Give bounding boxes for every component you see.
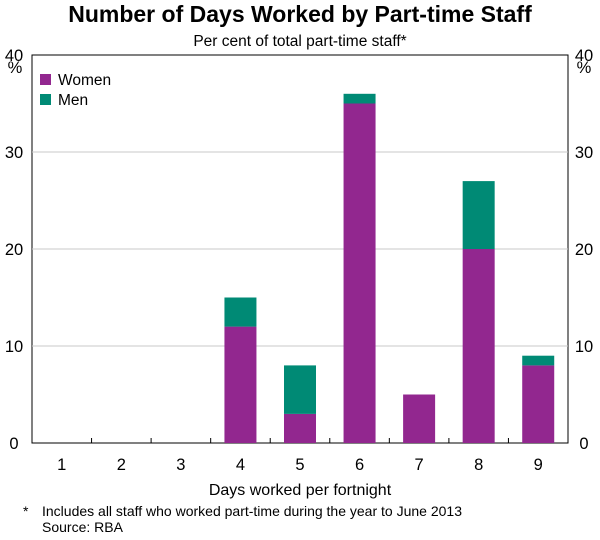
bar-men-8: [462, 181, 495, 249]
y-unit-left: %: [8, 59, 23, 77]
y-tick-label-right: 20: [575, 241, 593, 259]
y-tick-label-left: 0: [9, 435, 18, 453]
x-tick-label: 7: [415, 456, 424, 474]
bar-women-9: [522, 365, 555, 443]
bar-men-9: [522, 355, 555, 366]
y-tick-label-right: 0: [579, 435, 588, 453]
bar-women-4: [224, 326, 257, 443]
x-tick-label: 5: [295, 456, 304, 474]
bar-men-6: [343, 93, 376, 104]
footnote-marker: *: [23, 503, 29, 519]
y-axis-right: 0 10 20 30 40: [575, 47, 593, 453]
bar-women-7: [403, 394, 436, 443]
y-tick-label-left: 40: [5, 47, 23, 65]
x-axis-label: Days worked per fortnight: [209, 482, 392, 499]
bar-women-6: [343, 103, 376, 443]
x-tick-label: 3: [176, 456, 185, 474]
chart-subtitle: Per cent of total part-time staff*: [193, 33, 406, 50]
legend-swatch-women: [40, 74, 51, 85]
chart-title: Number of Days Worked by Part-time Staff: [68, 1, 532, 27]
y-tick-label-right: 10: [575, 338, 593, 356]
bar-men-4: [224, 297, 257, 327]
x-tick-label: 4: [236, 456, 245, 474]
source-note: Source: RBA: [42, 519, 124, 535]
legend-swatch-men: [40, 94, 51, 105]
legend: Women Men: [40, 72, 111, 109]
bars: [224, 93, 555, 443]
x-tick-label: 9: [534, 456, 543, 474]
x-tick-label: 8: [474, 456, 483, 474]
y-tick-label-right: 40: [575, 47, 593, 65]
legend-label-men: Men: [58, 92, 88, 109]
y-unit-right: %: [577, 59, 592, 77]
x-axis: 1 2 3 4 5 6 7 8 9: [57, 438, 543, 474]
y-tick-label-right: 30: [575, 144, 593, 162]
y-tick-label-left: 30: [5, 144, 23, 162]
y-tick-label-left: 10: [5, 338, 23, 356]
bar-women-5: [284, 413, 316, 443]
y-axis-left: 0 10 20 30 40: [5, 47, 23, 453]
legend-label-women: Women: [58, 72, 111, 89]
x-tick-label: 2: [117, 456, 126, 474]
y-tick-label-left: 20: [5, 241, 23, 259]
x-tick-label: 1: [57, 456, 66, 474]
bar-men-5: [284, 365, 316, 414]
footnote: Includes all staff who worked part-time …: [42, 503, 462, 519]
x-tick-label: 6: [355, 456, 364, 474]
bar-women-8: [462, 249, 495, 443]
